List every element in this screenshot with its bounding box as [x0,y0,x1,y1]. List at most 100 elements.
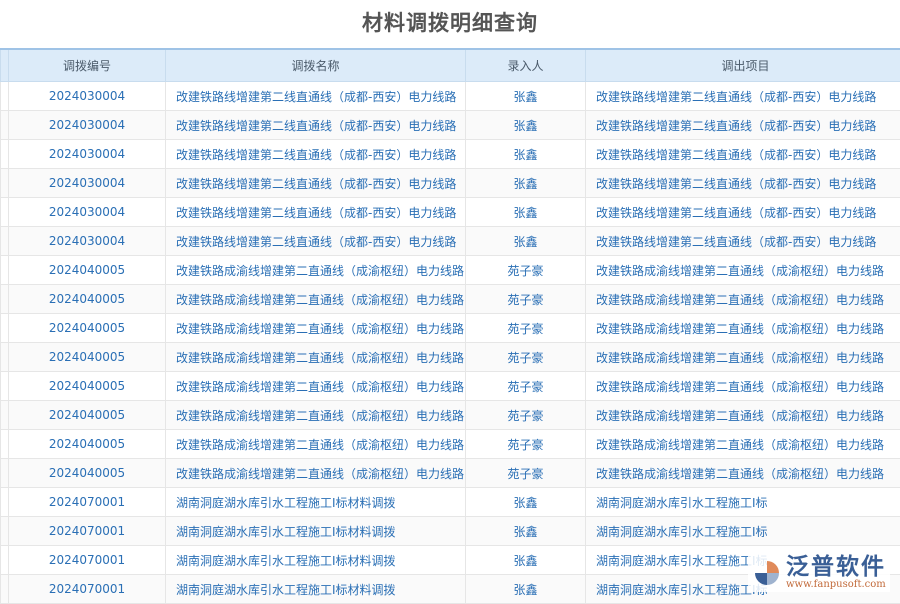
transfer-id-cell[interactable]: 2024040005 [9,314,166,343]
source-project-cell[interactable]: 改建铁路成渝线增建第二直通线（成渝枢纽）电力线路 [586,256,900,285]
creator-cell[interactable]: 张鑫 [466,111,586,140]
row-selector[interactable] [1,401,9,430]
source-project-cell[interactable]: 改建铁路线增建第二线直通线（成都-西安）电力线路 [586,227,900,256]
row-selector[interactable] [1,546,9,575]
transfer-name-cell[interactable]: 改建铁路成渝线增建第二直通线（成渝枢纽）电力线路 [166,430,466,459]
transfer-id-cell[interactable]: 2024040005 [9,285,166,314]
column-header-id[interactable]: 调拨编号 [9,49,166,82]
transfer-name-cell[interactable]: 湖南洞庭湖水库引水工程施工I标材料调拨 [166,575,466,604]
row-selector[interactable] [1,372,9,401]
row-selector[interactable] [1,111,9,140]
transfer-id-cell[interactable]: 2024030004 [9,140,166,169]
creator-cell[interactable]: 苑子豪 [466,372,586,401]
creator-cell[interactable]: 张鑫 [466,227,586,256]
transfer-id-cell[interactable]: 2024040005 [9,372,166,401]
source-project-cell[interactable]: 改建铁路成渝线增建第二直通线（成渝枢纽）电力线路 [586,372,900,401]
transfer-name-cell[interactable]: 改建铁路成渝线增建第二直通线（成渝枢纽）电力线路 [166,372,466,401]
row-selector[interactable] [1,140,9,169]
transfer-name-cell[interactable]: 改建铁路线增建第二线直通线（成都-西安）电力线路 [166,227,466,256]
source-project-cell[interactable]: 湖南洞庭湖水库引水工程施工I标 [586,488,900,517]
transfer-id-cell[interactable]: 2024040005 [9,401,166,430]
row-selector[interactable] [1,517,9,546]
source-project-cell[interactable]: 改建铁路线增建第二线直通线（成都-西安）电力线路 [586,169,900,198]
creator-cell[interactable]: 苑子豪 [466,314,586,343]
transfer-id-cell[interactable]: 2024030004 [9,227,166,256]
row-selector[interactable] [1,430,9,459]
creator-cell[interactable]: 张鑫 [466,169,586,198]
transfer-id-cell[interactable]: 2024070001 [9,575,166,604]
row-selector[interactable] [1,488,9,517]
transfer-id-cell[interactable]: 2024070001 [9,546,166,575]
creator-cell[interactable]: 苑子豪 [466,256,586,285]
source-project-cell[interactable]: 湖南洞庭湖水库引水工程施工I标 [586,517,900,546]
row-selector[interactable] [1,575,9,604]
source-project-cell[interactable]: 改建铁路线增建第二线直通线（成都-西安）电力线路 [586,82,900,111]
transfer-name-cell[interactable]: 湖南洞庭湖水库引水工程施工I标材料调拨 [166,546,466,575]
source-project-cell[interactable]: 改建铁路线增建第二线直通线（成都-西安）电力线路 [586,140,900,169]
row-selector[interactable] [1,82,9,111]
creator-cell[interactable]: 苑子豪 [466,430,586,459]
creator-cell[interactable]: 张鑫 [466,546,586,575]
creator-cell[interactable]: 苑子豪 [466,459,586,488]
transfer-id-cell[interactable]: 2024030004 [9,198,166,227]
creator-cell[interactable]: 张鑫 [466,575,586,604]
transfer-name-cell[interactable]: 改建铁路成渝线增建第二直通线（成渝枢纽）电力线路 [166,256,466,285]
creator-cell[interactable]: 张鑫 [466,140,586,169]
transfer-id-cell[interactable]: 2024030004 [9,169,166,198]
source-project-cell[interactable]: 改建铁路成渝线增建第二直通线（成渝枢纽）电力线路 [586,285,900,314]
transfer-id-cell[interactable]: 2024030004 [9,82,166,111]
row-selector[interactable] [1,227,9,256]
transfer-id-cell[interactable]: 2024030004 [9,111,166,140]
transfer-id-cell[interactable]: 2024040005 [9,256,166,285]
transfer-name-cell[interactable]: 改建铁路成渝线增建第二直通线（成渝枢纽）电力线路 [166,343,466,372]
transfer-name-cell[interactable]: 改建铁路线增建第二线直通线（成都-西安）电力线路 [166,82,466,111]
transfer-name-cell[interactable]: 改建铁路线增建第二线直通线（成都-西安）电力线路 [166,198,466,227]
creator-cell[interactable]: 张鑫 [466,82,586,111]
transfer-name-cell[interactable]: 改建铁路成渝线增建第二直通线（成渝枢纽）电力线路 [166,285,466,314]
row-selector[interactable] [1,459,9,488]
source-project-cell[interactable]: 改建铁路成渝线增建第二直通线（成渝枢纽）电力线路 [586,401,900,430]
source-project-cell[interactable]: 改建铁路成渝线增建第二直通线（成渝枢纽）电力线路 [586,343,900,372]
row-selector[interactable] [1,169,9,198]
column-header-source-project[interactable]: 调出项目 [586,49,900,82]
transfer-id-cell[interactable]: 2024070001 [9,488,166,517]
transfer-name-cell[interactable]: 改建铁路成渝线增建第二直通线（成渝枢纽）电力线路 [166,459,466,488]
source-project-cell[interactable]: 改建铁路线增建第二线直通线（成都-西安）电力线路 [586,111,900,140]
source-project-cell[interactable]: 改建铁路成渝线增建第二直通线（成渝枢纽）电力线路 [586,459,900,488]
row-selector[interactable] [1,314,9,343]
column-header-creator[interactable]: 录入人 [466,49,586,82]
source-project-cell[interactable]: 改建铁路成渝线增建第二直通线（成渝枢纽）电力线路 [586,430,900,459]
creator-cell[interactable]: 张鑫 [466,517,586,546]
transfer-name-cell[interactable]: 改建铁路成渝线增建第二直通线（成渝枢纽）电力线路 [166,314,466,343]
row-selector[interactable] [1,285,9,314]
transfer-id-cell[interactable]: 2024040005 [9,459,166,488]
row-selector[interactable] [1,343,9,372]
creator-cell[interactable]: 苑子豪 [466,285,586,314]
row-selector[interactable] [1,198,9,227]
creator-cell[interactable]: 苑子豪 [466,401,586,430]
transfer-name-cell[interactable]: 改建铁路线增建第二线直通线（成都-西安）电力线路 [166,169,466,198]
creator-cell[interactable]: 张鑫 [466,488,586,517]
creator-cell[interactable]: 张鑫 [466,198,586,227]
transfer-name-cell[interactable]: 改建铁路线增建第二线直通线（成都-西安）电力线路 [166,140,466,169]
transfer-name-cell[interactable]: 改建铁路线增建第二线直通线（成都-西安）电力线路 [166,111,466,140]
source-project-cell[interactable]: 改建铁路线增建第二线直通线（成都-西安）电力线路 [586,198,900,227]
transfer-id-cell[interactable]: 2024070001 [9,517,166,546]
transfer-name-cell[interactable]: 湖南洞庭湖水库引水工程施工I标材料调拨 [166,517,466,546]
row-selector[interactable] [1,256,9,285]
